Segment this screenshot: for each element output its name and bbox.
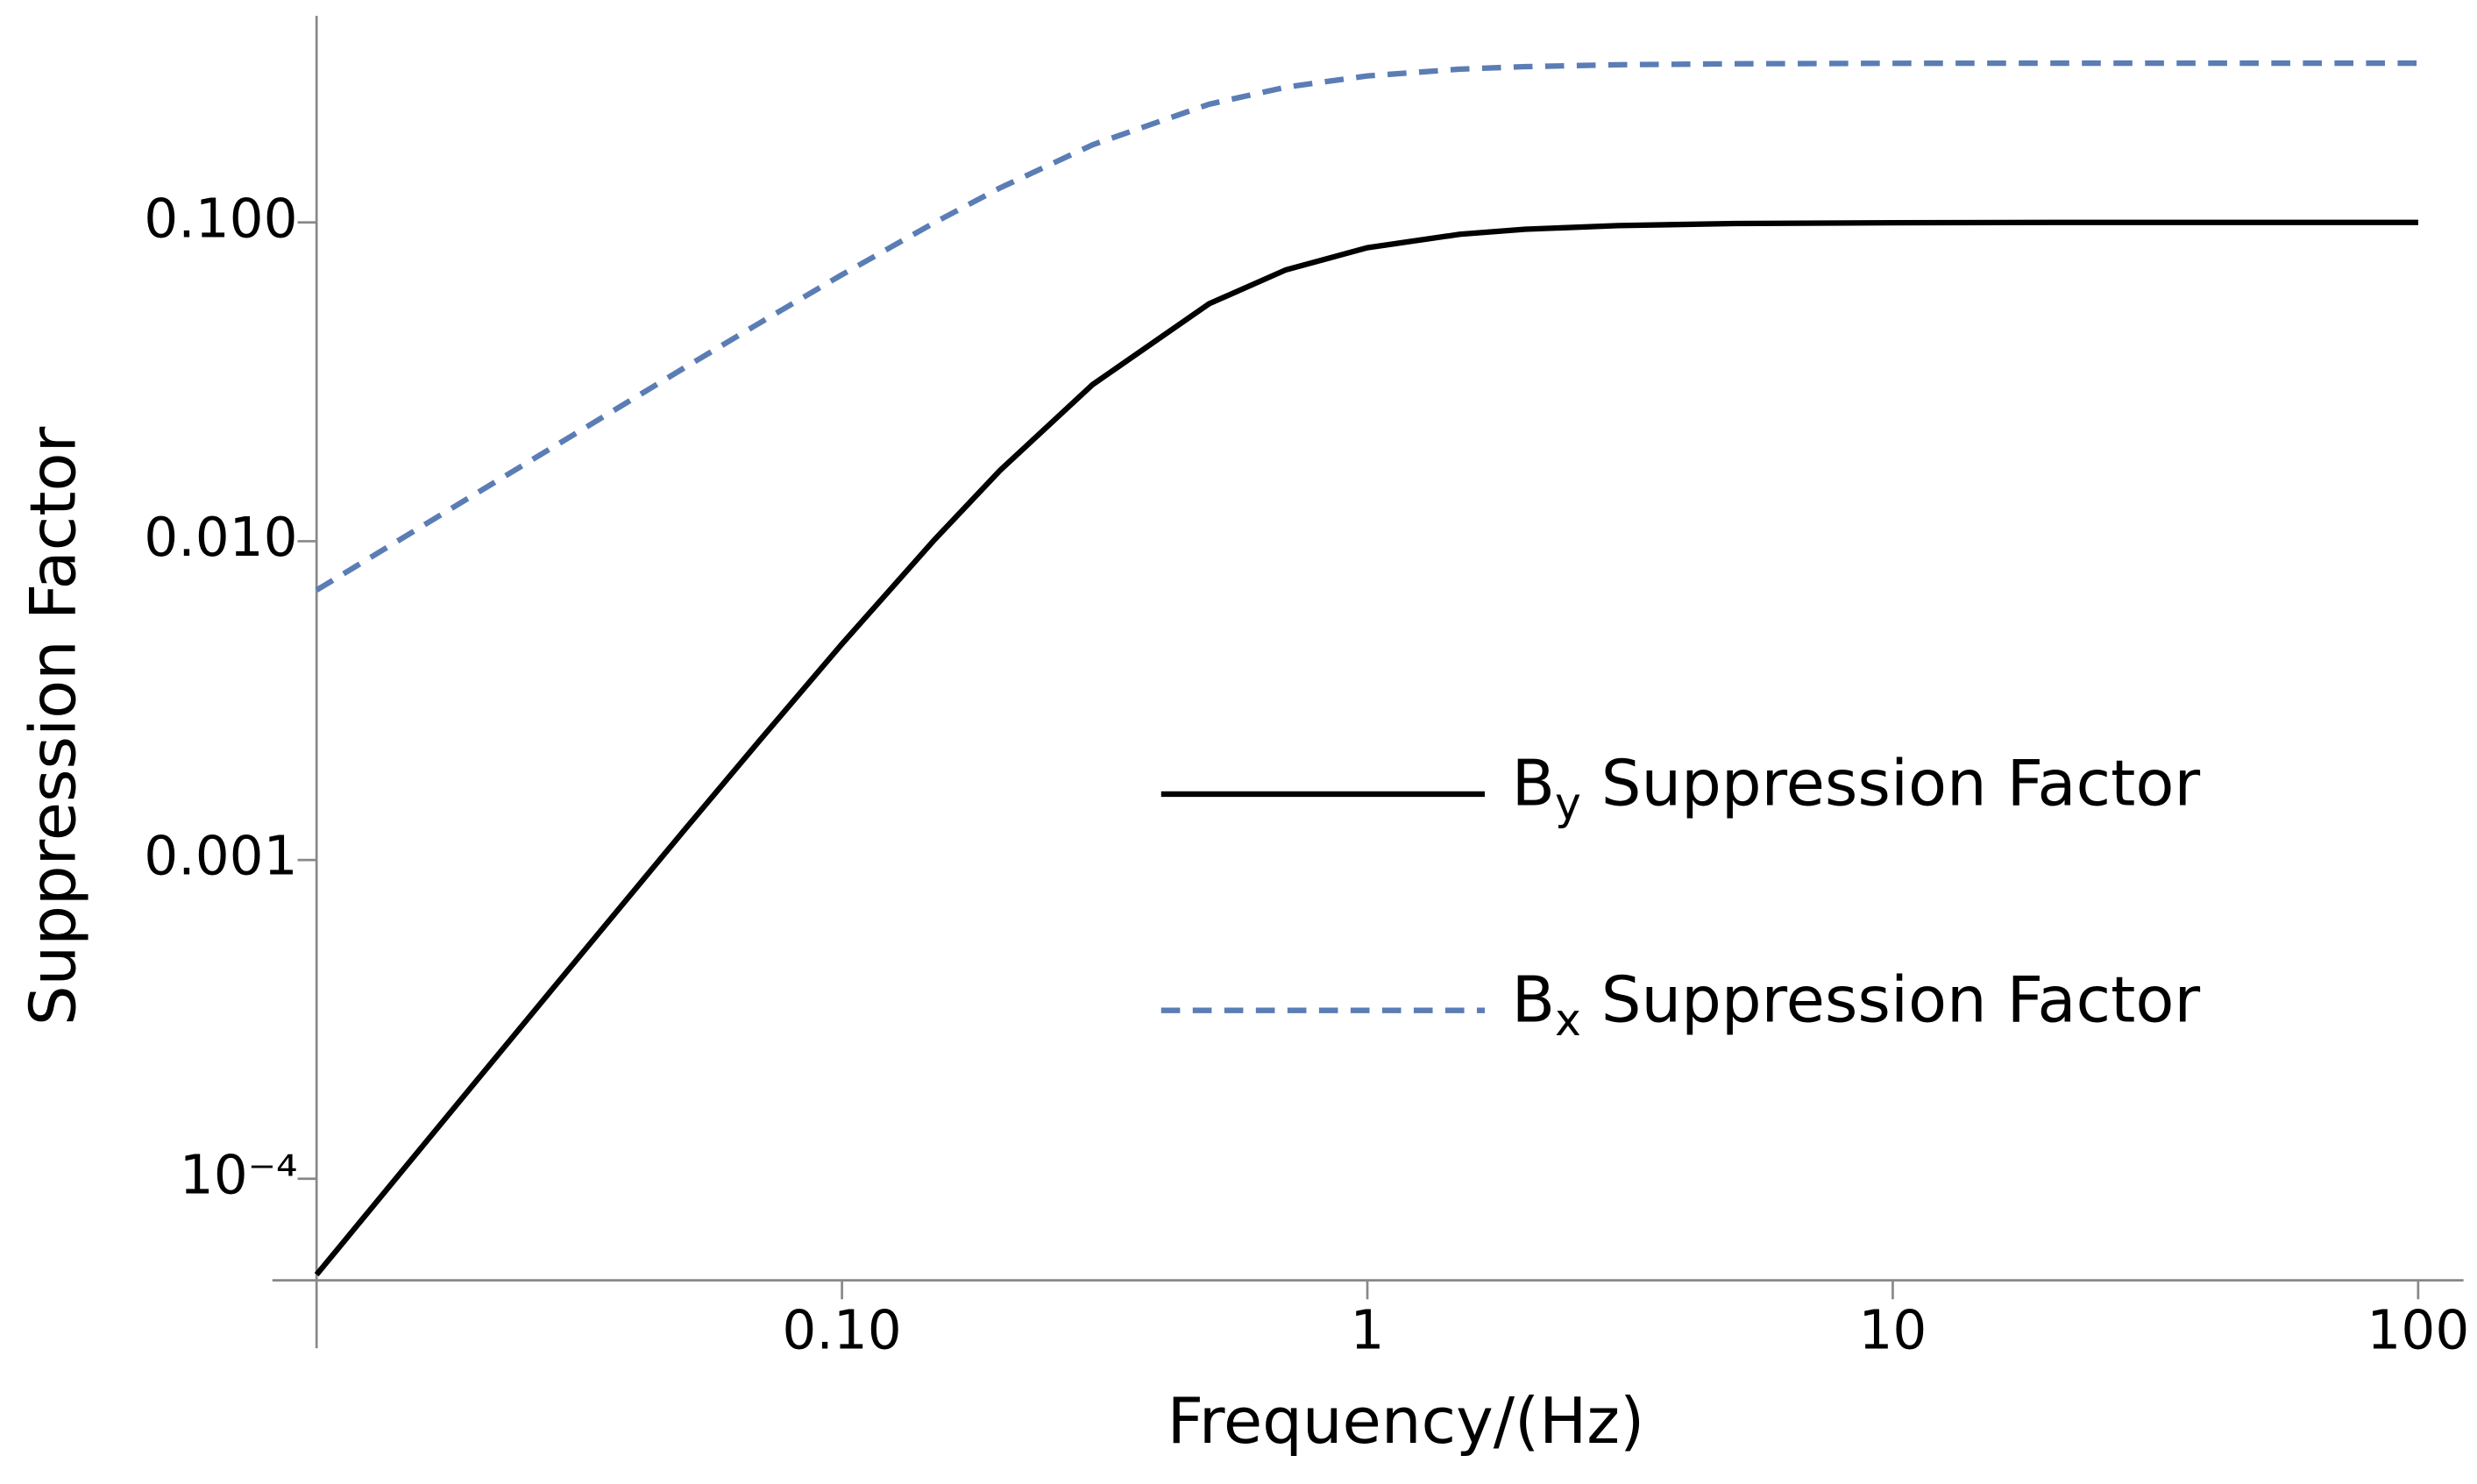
line-series: [315, 60, 2418, 593]
y-tick-label: 0.100: [144, 188, 297, 250]
y-axis-label: Suppression Factor: [16, 426, 89, 1026]
y-tick-label: 10⁻⁴: [180, 1144, 298, 1206]
legend-label: By Suppression Factor: [1512, 746, 2201, 829]
x-tick-label: 10: [1858, 1299, 1927, 1361]
x-axis-label: Frequency/(Hz): [1168, 1384, 1645, 1458]
y-tick-label: 0.001: [144, 826, 297, 888]
y-tick-label: 0.010: [144, 507, 297, 569]
line-series: [314, 219, 2418, 1277]
x-tick-label: 100: [2367, 1299, 2469, 1361]
x-tick-label: 1: [1351, 1299, 1385, 1361]
legend-label: Bx Suppression Factor: [1512, 962, 2201, 1046]
x-tick-label: 0.10: [782, 1299, 901, 1361]
